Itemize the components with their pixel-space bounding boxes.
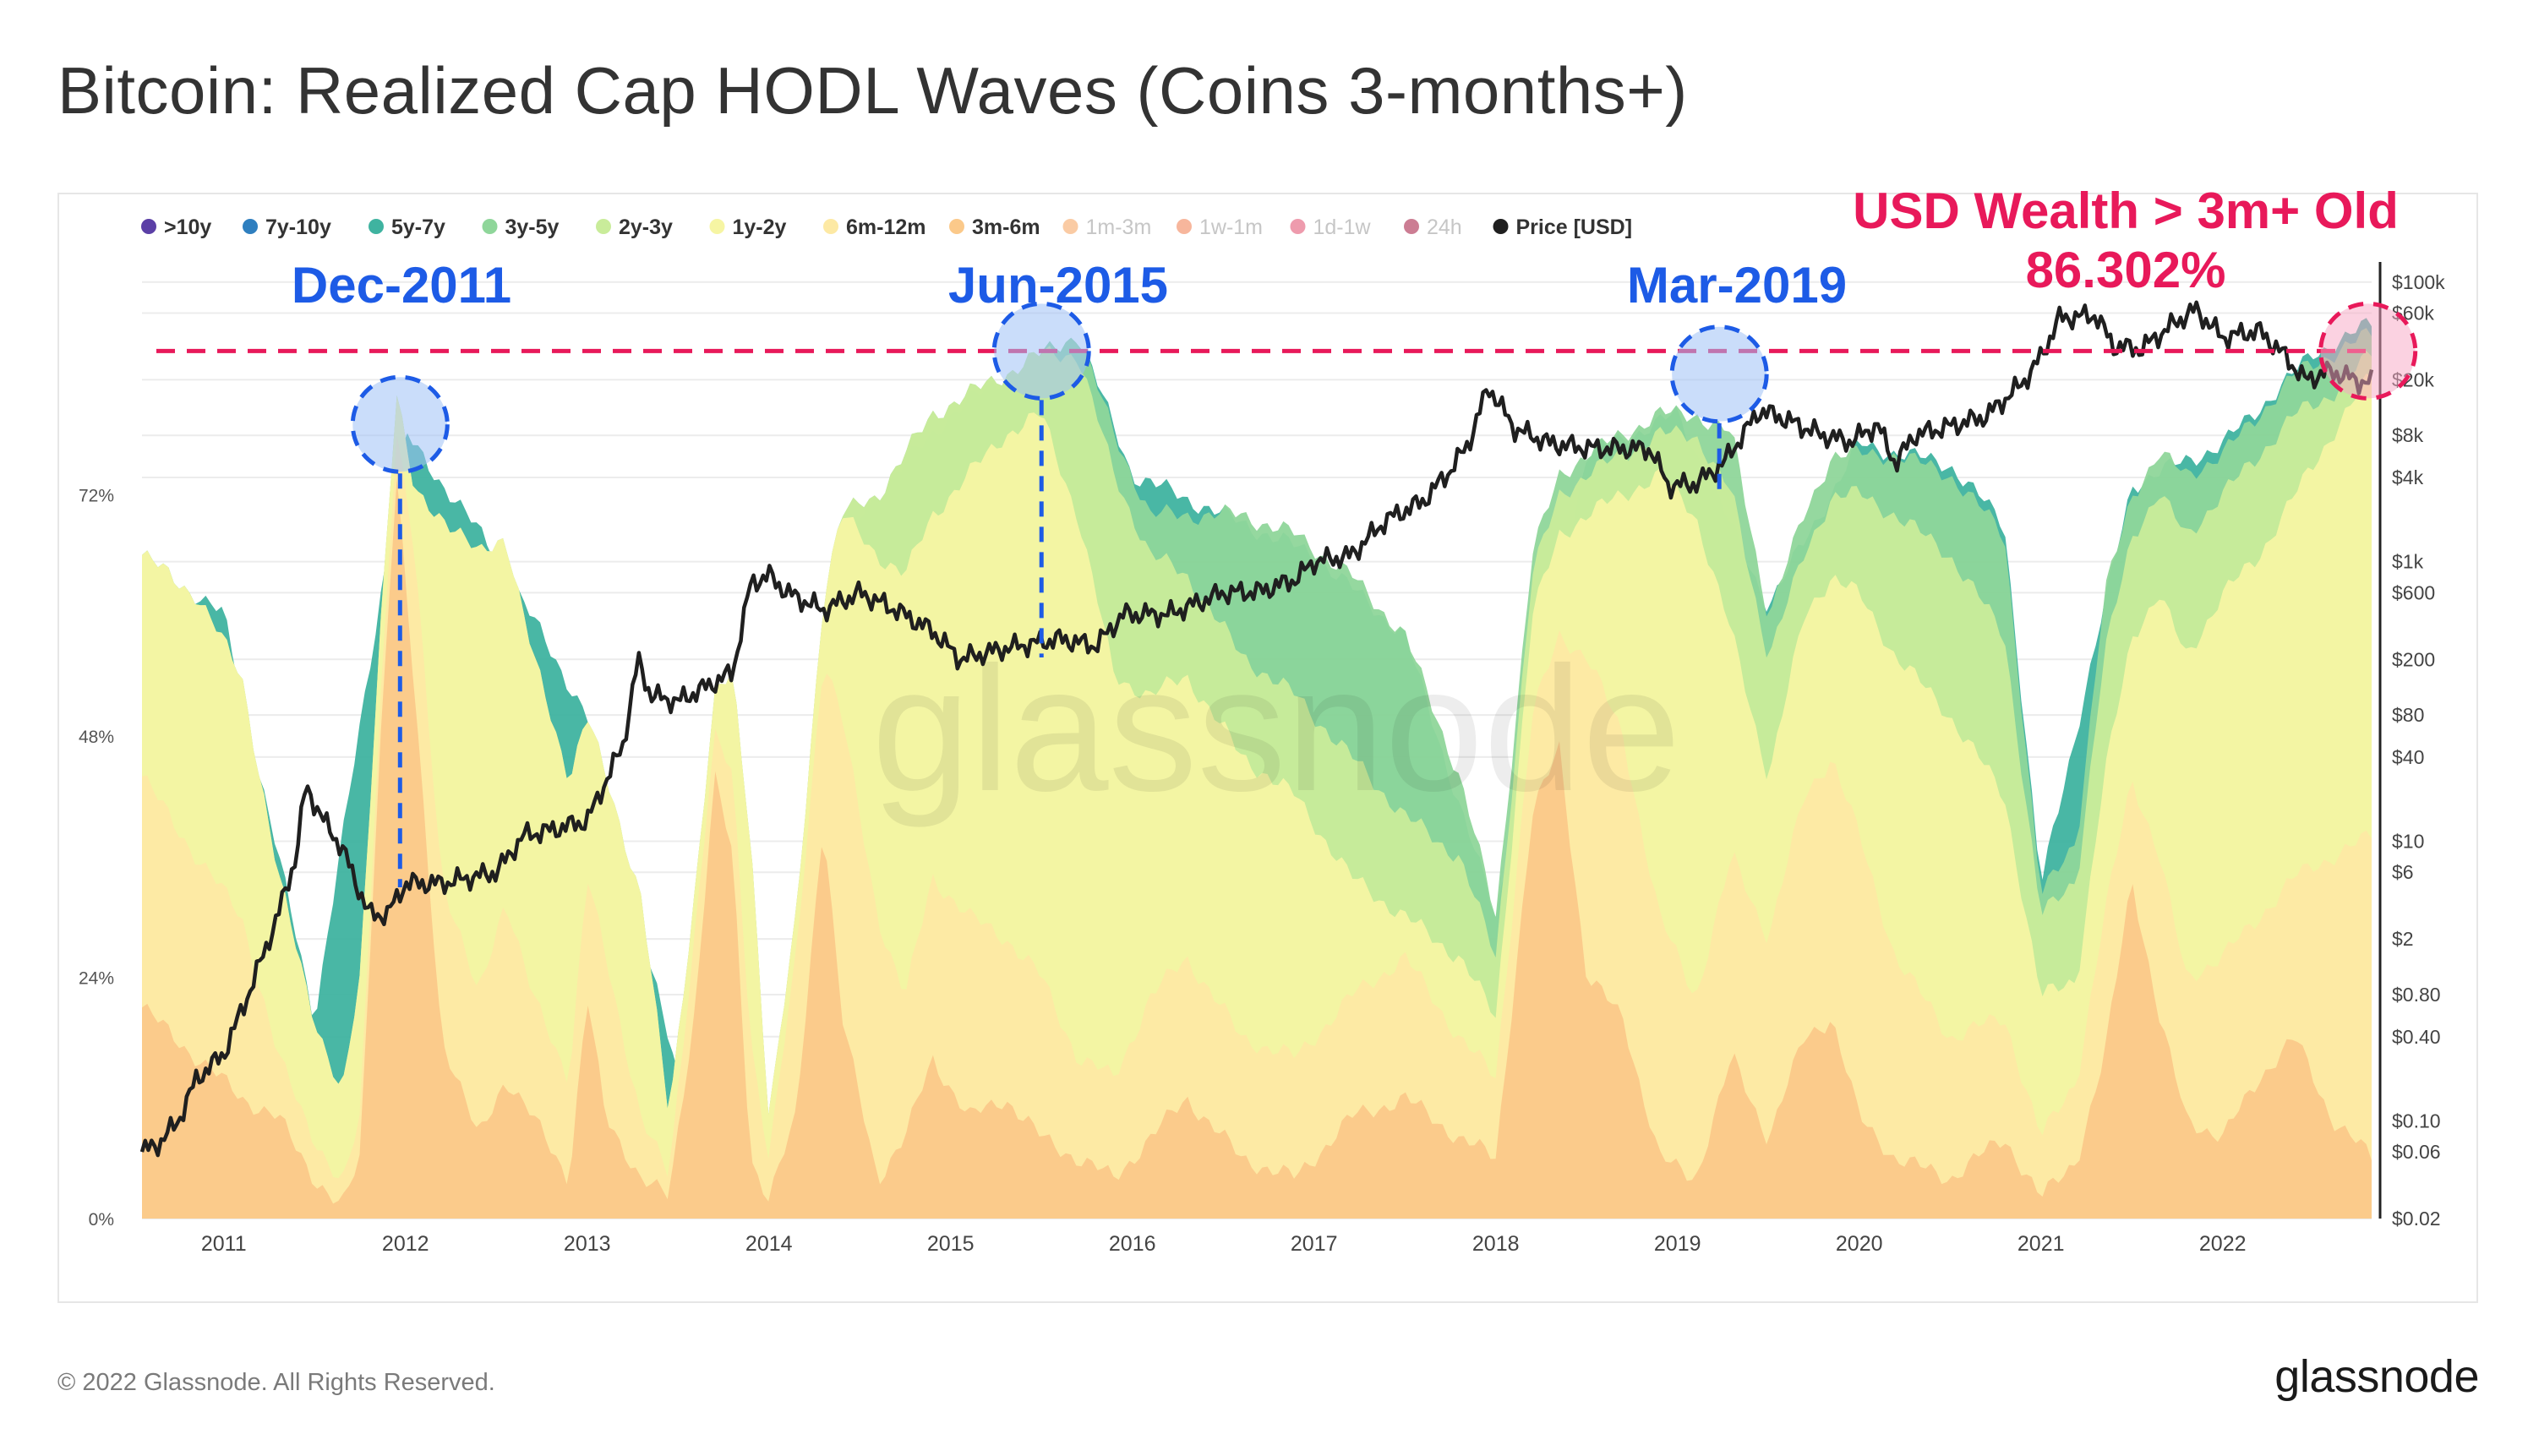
footer-brand-logo: glassnode [2274,1351,2479,1402]
legend-label: 1d-1w [1313,215,1372,239]
legend-item-1w-1m[interactable]: 1w-1m [1177,215,1263,239]
right-axis-tick-label: $600 [2392,581,2435,603]
hodl-wave-bands [142,318,2372,1219]
legend-label: 1w-1m [1199,215,1263,239]
legend-swatch [823,219,838,234]
legend-label: 3m-6m [972,215,1040,239]
left-axis-tick-label: 48% [79,728,114,747]
right-axis-tick-label: $10 [2392,831,2424,853]
price-line [139,300,2374,1158]
watermark: glassnode [871,630,1680,828]
legend-swatch [1177,219,1192,234]
right-axis-tick-label: $8k [2392,424,2424,446]
annotation-label-dec-2011: Dec-2011 [292,257,511,314]
x-axis-tick-label: 2021 [2017,1232,2065,1256]
legend-item-price-usd-[interactable]: Price [USD] [1493,215,1633,239]
annotation-circle-jun-2015 [991,301,1091,401]
legend-label: 1y-2y [733,215,787,239]
right-axis-tick-label: $6 [2392,861,2414,883]
x-axis-tick-label: 2018 [1472,1232,1520,1256]
legend-swatch [369,219,384,234]
legend-item-1m-3m[interactable]: 1m-3m [1062,215,1152,239]
legend-label: 5y-7y [391,215,445,239]
right-axis-tick-label: $0.80 [2392,984,2441,1006]
x-axis-tick-label: 2019 [1654,1232,1701,1256]
right-axis-tick-label: $4k [2392,466,2424,488]
chart-frame [57,193,2478,1303]
legend-label: 7y-10y [265,215,331,239]
annotation-circle-current [2318,301,2418,401]
x-axis-tick-label: 2022 [2199,1232,2247,1256]
left-axis-tick-label: 72% [79,487,114,506]
annotation-label-usd-wealth: USD Wealth > 3m+ Old [1853,183,2399,239]
left-axis-tick-label: 24% [79,969,114,989]
x-axis-tick-label: 2015 [927,1232,975,1256]
annotation-label-percentage: 86.302% [2026,242,2226,298]
legend-label: 6m-12m [846,215,926,239]
legend-label: >10y [164,215,211,239]
legend-swatch [482,219,498,234]
x-axis-tick-label: 2012 [382,1232,429,1256]
annotation-circle-dec-2011 [350,374,450,474]
band-3m-6m [142,478,2372,1219]
axes: $100k$60k$20k$8k$4k$1k$600$200$80$40$10$… [79,262,2445,1256]
legend-item-1d-1w[interactable]: 1d-1w [1290,215,1372,239]
right-axis-tick-label: $0.40 [2392,1026,2441,1048]
right-axis-tick-label: $0.06 [2392,1141,2441,1163]
legend[interactable]: >10y 7y-10y 5y-7y 3y-5y 2y-3y 1y-2y 6m-12m 3m-6… [141,215,1632,239]
right-axis-tick-label: $80 [2392,704,2424,726]
right-axis-tick-label: $100k [2392,271,2445,293]
x-axis-tick-label: 2017 [1291,1232,1338,1256]
legend-swatch [709,219,725,234]
footer-copyright: © 2022 Glassnode. All Rights Reserved. [57,1369,495,1396]
right-axis-tick-label: $0.02 [2392,1208,2441,1230]
legend-item-5y-7y[interactable]: 5y-7y [369,215,445,239]
legend-swatch [1062,219,1078,234]
legend-swatch [1290,219,1306,234]
legend-label: 24h [1427,215,1462,239]
legend-item-1y-2y[interactable]: 1y-2y [709,215,787,239]
right-axis-tick-label: $0.10 [2392,1110,2441,1132]
right-axis-tick-label: $200 [2392,648,2435,670]
x-axis-tick-label: 2014 [745,1232,793,1256]
legend-swatch [596,219,611,234]
annotation-circle-mar-2019 [1669,324,1769,424]
legend-item-3y-5y[interactable]: 3y-5y [482,215,560,239]
legend-item--10y[interactable]: >10y [141,215,211,239]
legend-label: 2y-3y [619,215,673,239]
right-axis-tick-label: $1k [2392,551,2424,573]
annotation-label-mar-2019: Mar-2019 [1627,257,1847,314]
legend-item-2y-3y[interactable]: 2y-3y [596,215,673,239]
right-axis-tick-label: $2 [2392,928,2414,950]
price-series [139,300,2374,1158]
legend-swatch [1493,219,1509,234]
legend-item-7y-10y[interactable]: 7y-10y [243,215,331,239]
annotation-label-jun-2015: Jun-2015 [948,257,1168,314]
x-axis-tick-label: 2016 [1109,1232,1156,1256]
x-axis-tick-label: 2020 [1836,1232,1883,1256]
x-axis-tick-label: 2013 [564,1232,611,1256]
legend-label: 3y-5y [505,215,560,239]
legend-label: Price [USD] [1516,215,1633,239]
legend-swatch [141,219,156,234]
page-title: Bitcoin: Realized Cap HODL Waves (Coins … [57,53,1688,128]
legend-swatch [243,219,258,234]
right-axis-tick-label: $40 [2392,746,2424,768]
legend-swatch [949,219,964,234]
legend-item-24h[interactable]: 24h [1404,215,1462,239]
legend-item-3m-6m[interactable]: 3m-6m [949,215,1040,239]
legend-swatch [1404,219,1419,234]
x-axis-tick-label: 2011 [201,1232,247,1256]
left-axis-tick-label: 0% [89,1210,114,1230]
legend-item-6m-12m[interactable]: 6m-12m [823,215,926,239]
legend-label: 1m-3m [1086,215,1152,239]
